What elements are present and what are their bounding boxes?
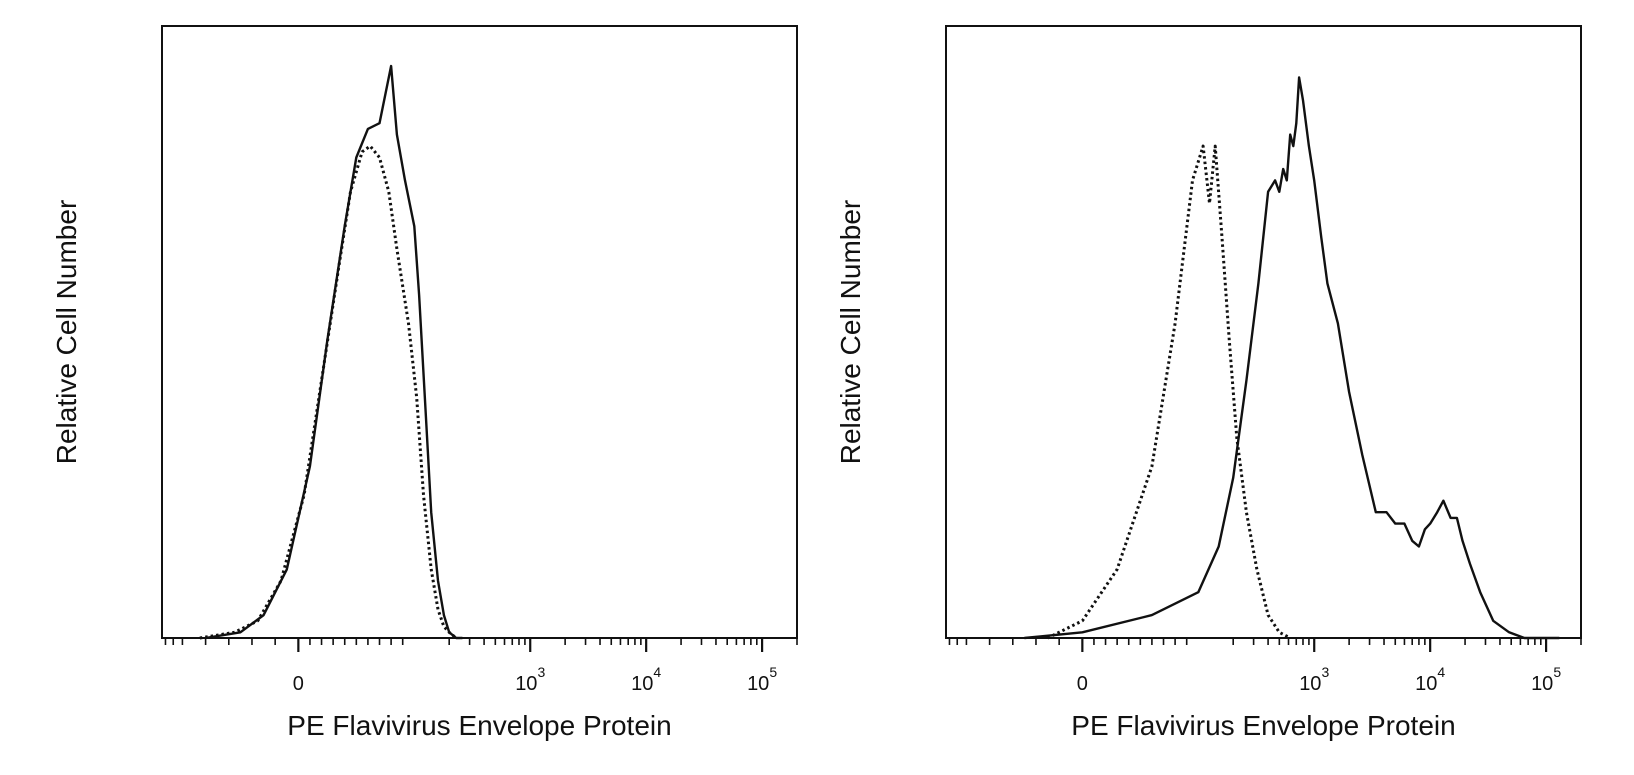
x-tick-label: 0 [293, 673, 304, 695]
x-tick-label: 105 [1531, 664, 1561, 695]
tick-exponent: 5 [769, 664, 777, 680]
histogram-control [1046, 144, 1291, 640]
tick-exponent: 3 [1321, 664, 1329, 680]
tick-exponent: 5 [1553, 664, 1561, 680]
x-tick-label: 104 [631, 664, 661, 695]
chart-panel-2: 0 103 104 105 PE Flavivirus Envelope Protein… [835, 25, 1582, 741]
tick-exponent: 4 [653, 664, 661, 680]
chart-panel-1: 0 103 104 105 PE Flavivirus Envelope Protein… [51, 25, 798, 741]
plot-frame [161, 25, 798, 639]
x-axis-label: PE Flavivirus Envelope Protein [287, 710, 671, 741]
x-tick-label: 103 [1299, 664, 1329, 695]
tick-exponent: 3 [537, 664, 545, 680]
histogram-stained [205, 64, 463, 640]
y-axis-label: Relative Cell Number [51, 200, 82, 465]
x-tick-label: 104 [1415, 664, 1445, 695]
tick-exponent: 4 [1437, 664, 1445, 680]
plot-frame [945, 25, 1582, 639]
x-tick-label: 103 [515, 664, 545, 695]
x-axis-label: PE Flavivirus Envelope Protein [1071, 710, 1455, 741]
x-tick-label: 0 [1077, 673, 1088, 695]
y-axis-label: Relative Cell Number [835, 200, 866, 465]
histogram-stained [1024, 76, 1560, 640]
x-tick-label: 105 [747, 664, 777, 695]
histogram-control [199, 144, 458, 640]
